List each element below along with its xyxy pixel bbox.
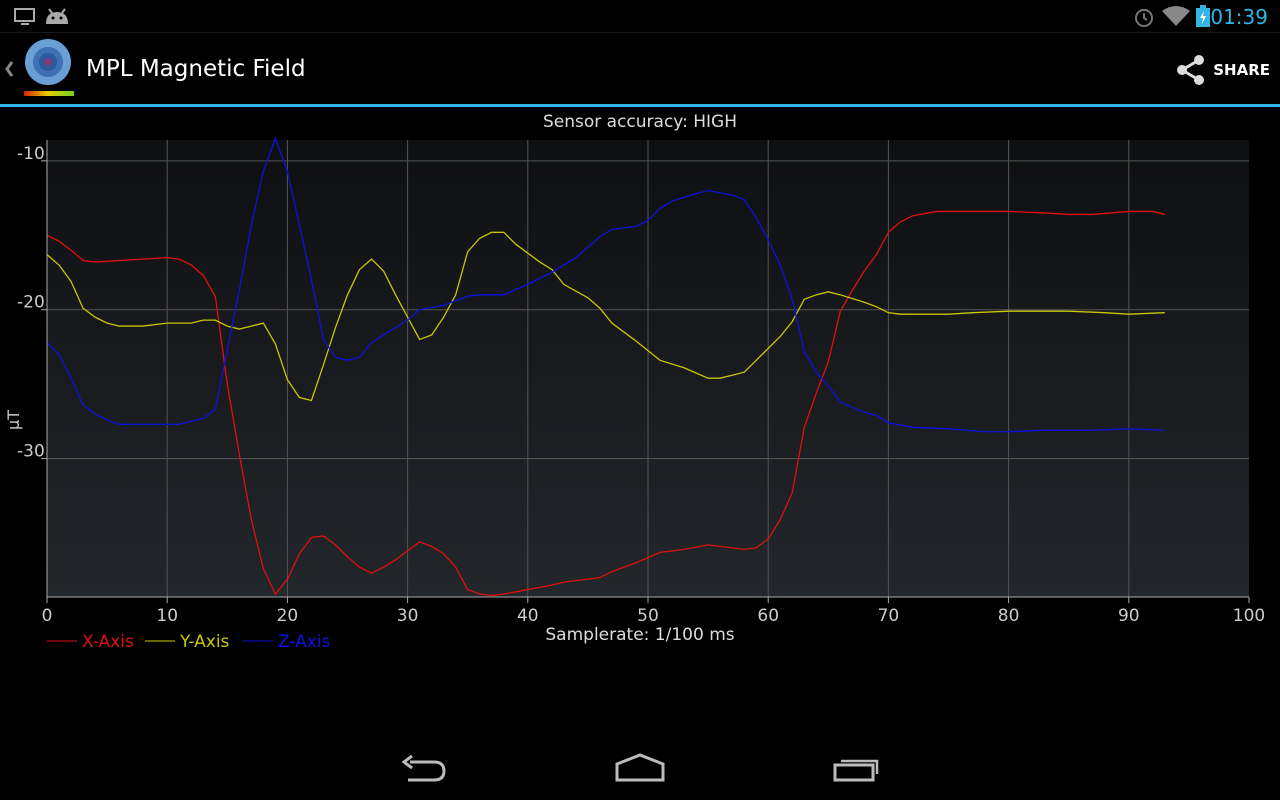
x-tick-label: 40	[517, 606, 539, 626]
up-button[interactable]	[0, 34, 80, 104]
x-tick-label: 10	[156, 606, 178, 626]
back-chevron-icon	[5, 61, 14, 77]
navigation-bar	[0, 740, 1280, 800]
x-tick-label: 20	[277, 606, 299, 626]
android-icon	[46, 8, 68, 24]
back-icon[interactable]	[400, 750, 448, 790]
status-bar: 01:39	[0, 0, 1280, 33]
y-tick-label: -30	[17, 442, 45, 462]
x-tick-label: 90	[1118, 606, 1140, 626]
x-axis-legend-label: X-Axis	[82, 632, 134, 652]
z-axis-legend-label: Z-Axis	[278, 632, 331, 652]
share-icon	[1177, 55, 1205, 85]
y-axis-legend-label: Y-Axis	[179, 632, 230, 652]
app-logo-icon	[24, 39, 74, 96]
x-tick-label: 80	[998, 606, 1020, 626]
share-button[interactable]: SHARE	[1175, 52, 1270, 88]
monitor-icon	[14, 8, 35, 25]
alarm-icon	[1135, 9, 1153, 27]
action-bar: MPL Magnetic Field SHARE	[0, 34, 1280, 105]
app-title: MPL Magnetic Field	[86, 56, 306, 82]
x-tick-label: 30	[397, 606, 419, 626]
home-icon[interactable]	[614, 750, 666, 790]
x-tick-label: 0	[42, 606, 53, 626]
battery-charging-icon	[1196, 5, 1210, 27]
magnetic-field-chart: Sensor accuracy: HIGH 0 10 20 30 40 50 60 70 80 9…	[4, 112, 1265, 652]
x-tick-label: 70	[878, 606, 900, 626]
share-label: SHARE	[1213, 61, 1270, 79]
clock: 01:39	[1210, 5, 1268, 29]
y-axis-label: μT	[4, 410, 23, 430]
x-tick-label: 60	[757, 606, 779, 626]
y-axis-series-line	[46, 231, 1165, 402]
x-tick-label: 100	[1233, 606, 1265, 626]
x-axis-series-line	[46, 210, 1166, 597]
z-axis-series-line	[46, 136, 1165, 433]
y-tick-label: -10	[17, 144, 45, 164]
recent-apps-icon[interactable]	[832, 750, 884, 790]
x-tick-label: 50	[637, 606, 659, 626]
chart-title: Sensor accuracy: HIGH	[543, 112, 737, 132]
x-axis-label: Samplerate: 1/100 ms	[545, 625, 734, 645]
y-tick-label: -20	[17, 293, 45, 313]
action-bar-divider	[0, 104, 1280, 107]
wifi-icon	[1162, 6, 1190, 26]
